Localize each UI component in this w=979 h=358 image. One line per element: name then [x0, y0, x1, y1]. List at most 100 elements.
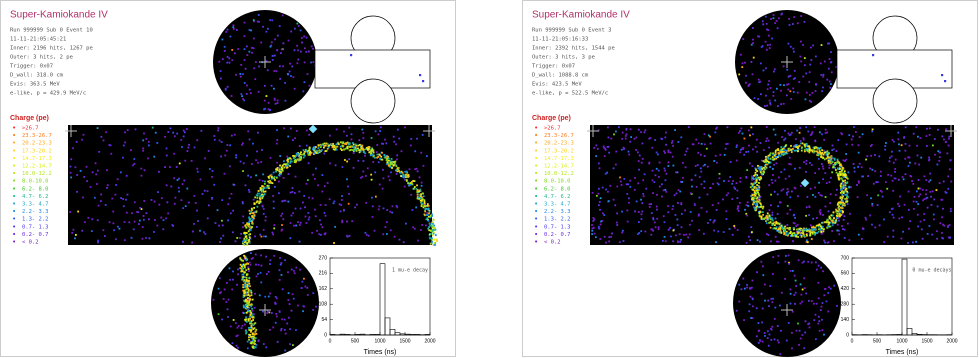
pmt-hit — [898, 217, 900, 219]
pmt-hit — [265, 31, 267, 33]
pmt-hit — [251, 342, 253, 344]
pmt-hit — [626, 133, 628, 135]
pmt-hit — [769, 209, 771, 211]
pmt-hit — [798, 259, 800, 261]
x-tick-label: 2000 — [424, 338, 435, 344]
pmt-hit — [638, 129, 640, 131]
pmt-hit — [281, 166, 283, 168]
pmt-hit — [804, 144, 806, 146]
pmt-hit — [794, 235, 796, 237]
pmt-hit — [835, 209, 837, 211]
pmt-hit — [921, 228, 923, 230]
pmt-hit — [97, 127, 99, 129]
pmt-hit — [283, 127, 285, 129]
pmt-hit — [246, 244, 248, 246]
pmt-hit — [787, 89, 789, 91]
pmt-hit — [768, 35, 770, 37]
pmt-hit — [736, 160, 738, 162]
pmt-hit — [915, 241, 917, 243]
pmt-hit — [778, 154, 780, 156]
pmt-hit — [598, 228, 600, 230]
pmt-hit — [829, 217, 831, 219]
pmt-hit — [274, 186, 276, 188]
pmt-hit — [306, 287, 308, 289]
pmt-hit — [649, 137, 651, 139]
pmt-hit — [783, 103, 785, 105]
pmt-hit — [195, 202, 197, 204]
pmt-hit — [763, 70, 765, 72]
pmt-hit — [240, 93, 242, 95]
pmt-hit — [242, 260, 244, 262]
pmt-hit — [357, 145, 359, 147]
pmt-hit — [372, 156, 374, 158]
pmt-hit — [167, 131, 169, 133]
pmt-hit — [891, 155, 893, 157]
pmt-hit — [774, 158, 776, 160]
pmt-hit — [281, 318, 283, 320]
pmt-hit — [255, 159, 257, 161]
pmt-hit — [701, 207, 703, 209]
pmt-hit — [844, 173, 846, 175]
pmt-hit — [304, 286, 306, 288]
pmt-hit — [726, 218, 728, 220]
pmt-hit — [775, 134, 777, 136]
pmt-hit — [299, 153, 301, 155]
pmt-hit — [623, 240, 625, 242]
pmt-hit — [286, 323, 288, 325]
pmt-hit — [774, 100, 776, 102]
pmt-hit — [248, 277, 250, 279]
pmt-hit — [834, 158, 836, 160]
pmt-hit — [809, 149, 811, 151]
pmt-hit — [792, 240, 794, 242]
pmt-hit — [297, 221, 299, 223]
pmt-hit — [299, 157, 301, 159]
pmt-hit — [97, 240, 99, 242]
pmt-hit — [677, 202, 679, 204]
pmt-hit — [701, 183, 703, 185]
pmt-hit — [252, 317, 254, 319]
pmt-hit — [321, 174, 323, 176]
pmt-hit — [217, 209, 219, 211]
pmt-hit — [883, 219, 885, 221]
pmt-hit — [826, 158, 828, 160]
pmt-hit — [780, 150, 782, 152]
legend-label: 8.0-10.0 — [544, 179, 571, 185]
pmt-hit — [258, 66, 260, 68]
pmt-hit — [77, 211, 79, 213]
pmt-hit — [838, 177, 840, 179]
pmt-hit — [218, 313, 220, 315]
pmt-hit — [169, 166, 171, 168]
pmt-hit — [229, 279, 231, 281]
pmt-hit — [420, 152, 422, 154]
pmt-hit — [251, 327, 253, 329]
pmt-hit — [148, 145, 150, 147]
pmt-hit — [379, 158, 381, 160]
pmt-hit — [820, 225, 822, 227]
pmt-hit — [147, 157, 149, 159]
pmt-hit — [806, 196, 808, 198]
pmt-hit — [347, 186, 349, 188]
pmt-hit — [865, 159, 867, 161]
pmt-hit — [135, 128, 137, 130]
pmt-hit — [757, 98, 759, 100]
pmt-hit — [243, 162, 245, 164]
pmt-hit — [777, 156, 779, 158]
pmt-hit — [774, 318, 776, 320]
legend-label: 0.7- 1.3 — [22, 224, 49, 230]
pmt-hit — [787, 191, 789, 193]
pmt-hit — [800, 232, 802, 234]
pmt-hit — [920, 157, 922, 159]
pmt-hit — [352, 142, 354, 144]
pmt-hit — [323, 153, 325, 155]
pmt-hit — [664, 152, 666, 154]
pmt-hit — [832, 215, 834, 217]
pmt-hit — [288, 292, 290, 294]
pmt-hit — [224, 289, 226, 291]
pmt-hit — [760, 177, 762, 179]
pmt-hit — [242, 226, 244, 228]
pmt-hit — [747, 205, 749, 207]
pmt-hit — [765, 220, 767, 222]
pmt-hit — [434, 239, 436, 241]
pmt-hit — [142, 139, 144, 141]
y-tick-label: 420 — [841, 286, 850, 292]
